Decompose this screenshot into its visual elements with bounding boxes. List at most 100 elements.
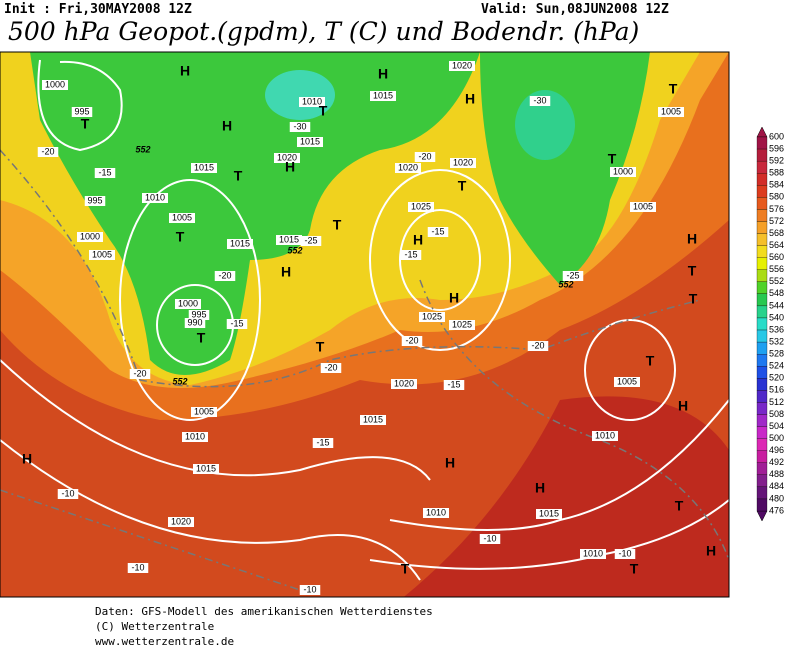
label-box (449, 320, 475, 330)
label-box (658, 107, 684, 117)
footer-line: www.wetterzentrale.de (95, 635, 234, 648)
contour-label: 1010 (145, 192, 165, 202)
colorbar: 600 596 592 588 584 580 576 572 568 564 560 556 552 5… (756, 126, 784, 522)
colorbar-label: 576 (769, 204, 784, 214)
pressure-center: T (319, 103, 328, 119)
colorbar-swatch (756, 221, 768, 234)
colorbar-swatch (756, 160, 768, 174)
pressure-center: H (378, 66, 388, 82)
label-box (175, 299, 201, 309)
label-box (419, 312, 445, 322)
colorbar-label: 508 (769, 409, 784, 419)
contour-label: 1000 (45, 79, 65, 89)
contour-label: -15 (230, 318, 243, 328)
label-box (360, 415, 386, 425)
label-box (94, 168, 116, 178)
contour-label: -15 (404, 249, 417, 259)
pressure-center: H (285, 159, 295, 175)
map-labels: HT1000995H1010T1015-301020H1015TH1015102… (22, 60, 716, 595)
colorbar-label: 568 (769, 228, 784, 238)
label-box (77, 232, 103, 242)
contour-label: 995 (74, 106, 89, 116)
label-box (408, 202, 434, 212)
label-box (320, 363, 342, 373)
contour-label: -20 (324, 362, 337, 372)
label-box (129, 369, 151, 379)
contour-label: 990 (187, 317, 202, 327)
colorbar-swatch (756, 498, 768, 512)
colorbar-swatch (756, 245, 768, 258)
contour-label: 1015 (373, 90, 393, 100)
colorbar-label: 588 (769, 168, 784, 178)
contour-label: 1000 (613, 166, 633, 176)
pressure-center: H (535, 480, 545, 496)
pressure-center: T (689, 291, 698, 307)
label-box (184, 318, 206, 328)
label-box (299, 585, 321, 595)
map-title: 500 hPa Geopot.(gpdm), T (C) und Bodendr… (8, 17, 639, 46)
footer-line: Daten: GFS-Modell des amerikanischen Wet… (95, 605, 433, 618)
colorbar-swatch (756, 354, 768, 367)
pressure-center: H (180, 63, 190, 79)
contour-label: 1005 (661, 106, 681, 116)
label-box (127, 563, 149, 573)
contour-label: 1020 (277, 152, 297, 162)
label-box (193, 464, 219, 474)
contour-label: 1015 (279, 234, 299, 244)
colorbar-label: 580 (769, 192, 784, 202)
pressure-center: T (675, 498, 684, 514)
label-box (395, 163, 421, 173)
label-box (71, 107, 93, 117)
colorbar-label: 488 (769, 469, 784, 479)
height-label: 552 (172, 376, 187, 386)
label-box (614, 549, 636, 559)
colorbar-label: 532 (769, 336, 784, 346)
colorbar-label: 500 (769, 433, 784, 443)
label-box (182, 432, 208, 442)
pressure-center: T (81, 116, 90, 132)
label-box (414, 152, 436, 162)
label-box (300, 236, 322, 246)
colorbar-label: 560 (769, 252, 784, 262)
contour-label: 1020 (398, 162, 418, 172)
label-box (299, 97, 325, 107)
label-box (614, 377, 640, 387)
colorbar-label: 524 (769, 361, 784, 371)
label-box (168, 517, 194, 527)
colorbar-label: 512 (769, 397, 784, 407)
label-box (370, 91, 396, 101)
colorbar-label: 528 (769, 349, 784, 359)
colorbar-label: 584 (769, 180, 784, 190)
label-box (427, 227, 449, 237)
pressure-center: H (449, 290, 459, 306)
contour-label: -20 (218, 270, 231, 280)
pressure-center: H (465, 91, 475, 107)
contour-label: 1015 (539, 508, 559, 518)
pressure-center: T (176, 229, 185, 245)
label-box (443, 380, 465, 390)
contour-label: 1000 (80, 231, 100, 241)
contour-label: 1020 (452, 60, 472, 70)
colorbar-label: 520 (769, 373, 784, 383)
colorbar-label: 492 (769, 457, 784, 467)
pressure-center: T (197, 330, 206, 346)
contour-label: 1015 (300, 136, 320, 146)
colorbar-label: 540 (769, 312, 784, 322)
contour-label: 1010 (583, 548, 603, 558)
colorbar-swatch (756, 233, 768, 246)
colorbar-swatch (756, 462, 768, 475)
isotherms (0, 149, 729, 591)
contour-label: 1025 (411, 201, 431, 211)
contour-label: 1010 (302, 96, 322, 106)
pressure-center: T (630, 561, 639, 577)
label-box (479, 534, 501, 544)
label-box (527, 341, 549, 351)
height-label: 552 (558, 279, 573, 289)
label-box (214, 271, 236, 281)
label-box (89, 250, 115, 260)
colorbar-swatch (756, 173, 768, 186)
contour-label: -10 (618, 548, 631, 558)
label-box (529, 96, 551, 106)
contour-label: 1025 (452, 319, 472, 329)
